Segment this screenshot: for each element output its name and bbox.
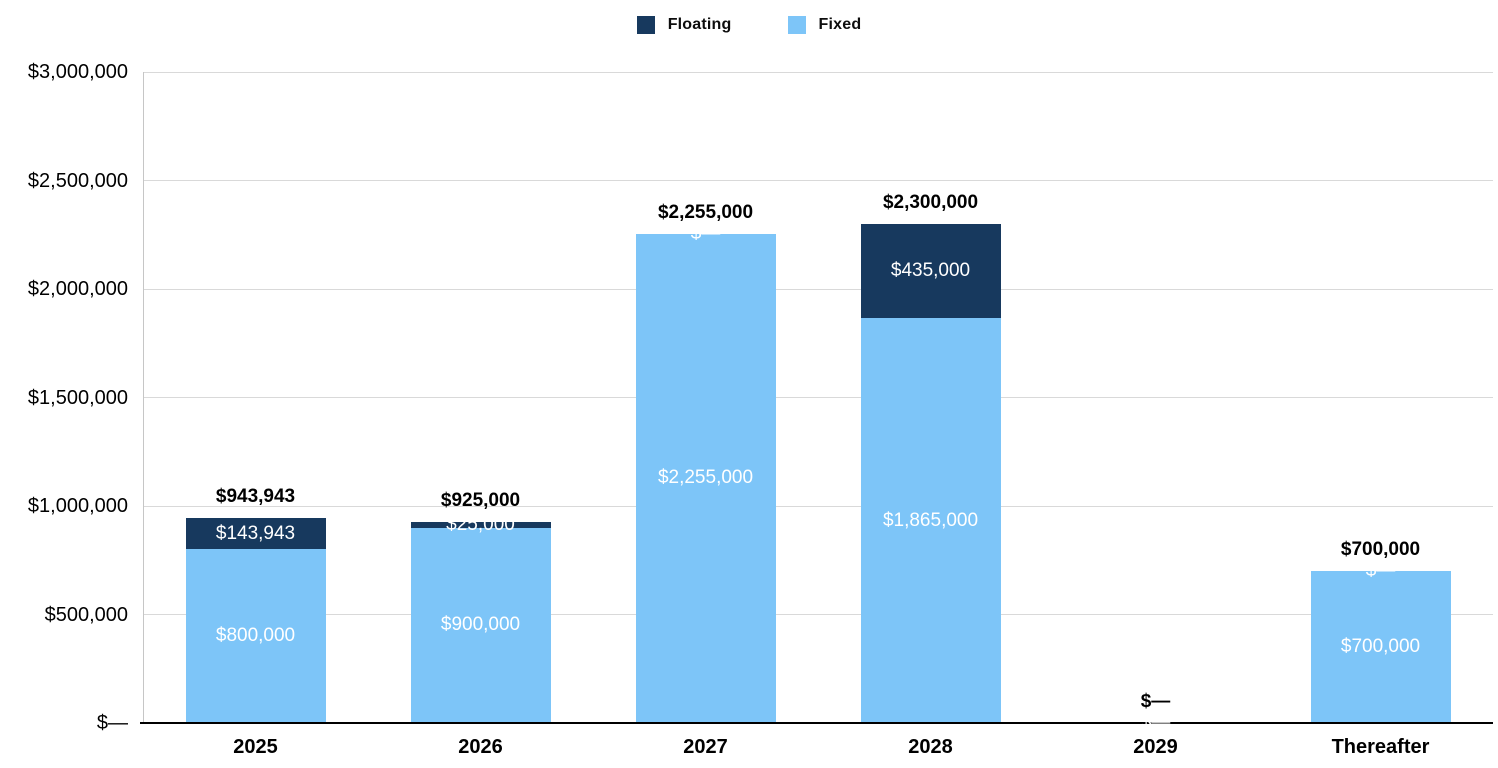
bar-2025-fixed-segment — [185, 549, 326, 723]
chart-legend: Floating Fixed — [0, 16, 1498, 34]
x-axis-label-thereafter: Thereafter — [1331, 736, 1430, 758]
floating-value-label-2029: $— — [1140, 712, 1171, 733]
fixed-value-label-2027: $2,255,000 — [657, 467, 754, 489]
bar-2028-floating-segment — [860, 223, 1001, 319]
floating-value-label-2025: $143,943 — [215, 522, 296, 544]
fixed-legend-swatch-icon — [787, 16, 806, 34]
fixed-value-label-thereafter: $700,000 — [1340, 636, 1421, 658]
floating-value-label-2027: $— — [690, 222, 721, 244]
x-axis-label-2025: 2025 — [233, 736, 278, 758]
x-axis-line — [140, 722, 1493, 724]
gridline — [143, 288, 1493, 290]
floating-value-label-2028: $435,000 — [890, 260, 971, 282]
legend-item-floating: Floating — [636, 16, 732, 34]
legend-item-fixed: Fixed — [787, 16, 862, 34]
gridline — [143, 614, 1493, 615]
y-axis-tick-label: $500,000 — [44, 603, 128, 626]
total-label-2027: $2,255,000 — [657, 201, 754, 223]
total-label-2028: $2,300,000 — [882, 191, 979, 213]
bar-thereafter-fixed-segment — [1310, 571, 1451, 723]
bar-2028-fixed-segment — [860, 318, 1001, 723]
bar-2026-fixed-segment — [410, 527, 551, 723]
total-label-2029: $— — [1140, 691, 1171, 712]
gridline — [143, 180, 1493, 181]
gridline — [143, 71, 1493, 73]
y-axis-tick-label: $— — [96, 712, 128, 734]
x-axis-label-2027: 2027 — [683, 736, 728, 758]
x-axis-label-2028: 2028 — [908, 736, 953, 758]
fixed-value-label-2028: $1,865,000 — [882, 509, 979, 531]
total-label-2026: $925,000 — [440, 490, 521, 512]
x-axis-label-2029: 2029 — [1133, 736, 1178, 758]
total-label-thereafter: $700,000 — [1340, 539, 1421, 561]
floating-value-label-thereafter: $— — [1365, 560, 1396, 582]
fixed-value-label-2026: $900,000 — [440, 614, 521, 636]
total-label-2025: $943,943 — [215, 486, 296, 508]
y-axis-tick-label: $1,500,000 — [27, 386, 128, 409]
bar-2027-fixed-segment — [635, 233, 776, 723]
y-axis-tick-label: $2,000,000 — [27, 278, 128, 300]
y-axis-tick-label: $3,000,000 — [27, 61, 128, 83]
fixed-value-label-2025: $800,000 — [215, 625, 296, 647]
plot-left-border — [143, 72, 144, 723]
x-axis-label-2026: 2026 — [458, 736, 503, 758]
y-axis-tick-label: $1,000,000 — [27, 495, 128, 517]
fixed-legend-label: Fixed — [818, 16, 862, 33]
floating-legend-swatch-icon — [636, 16, 655, 34]
gridline — [143, 397, 1493, 398]
floating-legend-label: Floating — [667, 16, 732, 33]
y-axis-tick-label: $2,500,000 — [27, 169, 128, 192]
bar-2025-floating-segment — [185, 518, 326, 550]
bar-2026-floating-segment — [410, 522, 551, 528]
gridline — [143, 505, 1493, 507]
floating-value-label-2026: $25,000 — [446, 513, 515, 535]
